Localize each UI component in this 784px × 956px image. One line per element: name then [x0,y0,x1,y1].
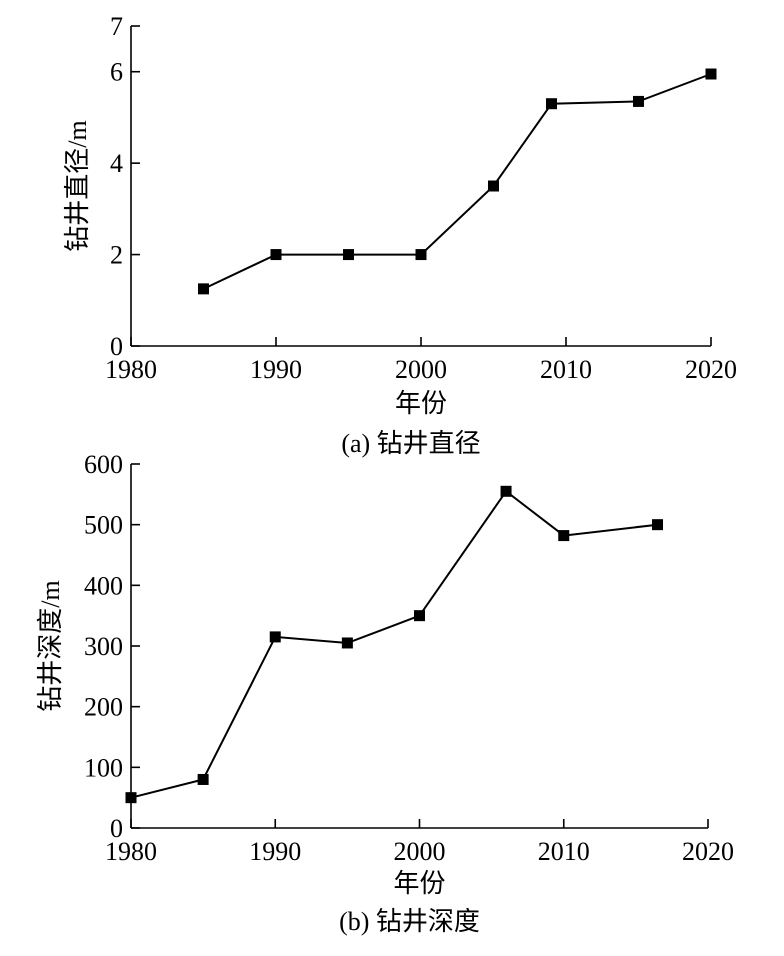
x-tick-label: 2000 [395,355,447,384]
y-tick-label: 6 [110,58,123,87]
y-tick-label: 100 [84,753,123,782]
x-tick-label: 1980 [105,837,157,866]
y-tick-label: 300 [84,632,123,661]
data-point [197,773,209,785]
y-tick-label: 0 [110,332,123,361]
data-point [414,610,425,622]
data-point [546,98,557,110]
x-tick-label: 2020 [682,837,734,866]
series-line [203,73,712,290]
data-point [198,283,209,295]
y-axis-title: 钻井深度/m [36,580,65,711]
data-point [488,180,499,192]
y-axis-title: 钻井直径/m [63,120,92,251]
x-tick-label: 2000 [394,837,446,866]
x-tick-label: 2010 [538,837,590,866]
x-tick-label: 2010 [540,355,592,384]
y-tick-label: 200 [84,693,123,722]
x-tick-label: 2020 [685,355,737,384]
chart-a: 0 2 4 6 7 1980 1990 2000 2010 2020 年份 钻井直径/m (a) 钻井直… [63,12,737,458]
y-tick-label: 7 [110,12,123,41]
chart-b: 0 100 200 300 400 500 600 1980 1990 2000 2010 2020 年… [36,450,734,936]
data-point [652,519,664,531]
y-tick-label: 2 [110,241,123,270]
y-tick-label: 4 [110,149,123,178]
data-point [415,249,427,261]
data-point [558,530,570,542]
y-tick-label: 0 [110,814,123,843]
x-axis-title: 年份 [393,869,445,898]
x-tick-label: 1980 [105,355,157,384]
data-point [269,631,281,643]
data-point [500,485,512,497]
data-point [341,637,353,649]
x-axis-title: 年份 [395,389,447,418]
series-line [130,489,658,799]
data-point [125,792,137,804]
x-tick-label: 1990 [249,837,301,866]
x-tick-label: 1990 [250,355,302,384]
chart-caption: (b) 钻井深度 [339,907,480,936]
data-point [705,68,717,80]
data-point [633,95,644,107]
y-tick-label: 600 [84,450,123,479]
data-point [343,249,354,261]
y-tick-label: 500 [84,511,123,540]
y-tick-label: 400 [84,571,123,600]
data-point [270,249,282,261]
chart-caption: (a) 钻井直径 [341,429,480,458]
